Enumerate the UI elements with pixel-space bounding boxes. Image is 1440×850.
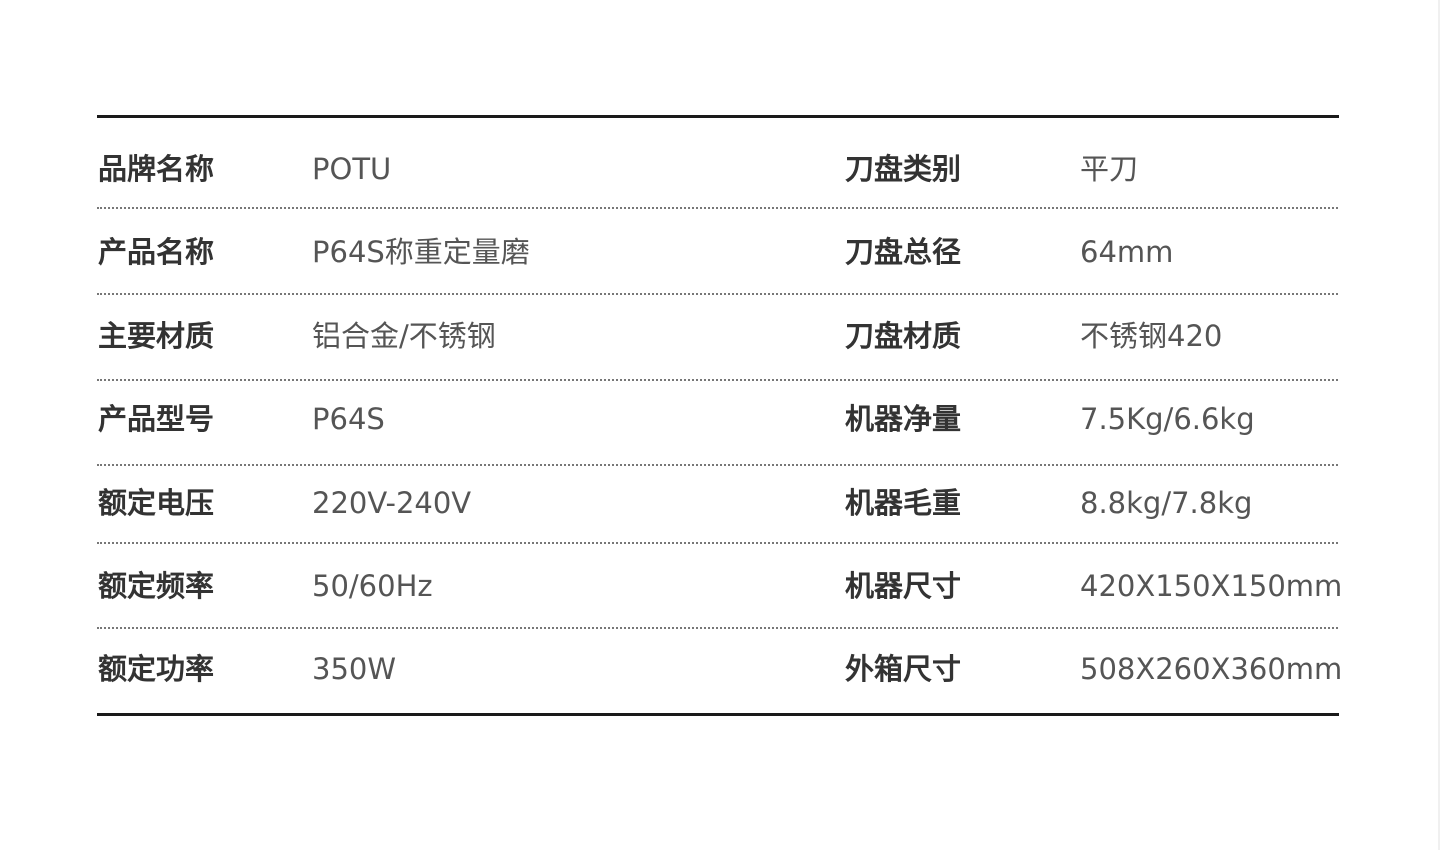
right-label: 刀盘材质: [845, 319, 962, 353]
table-top-rule: [97, 115, 1339, 118]
row-divider: [97, 542, 1338, 544]
left-value: 220V-240V: [312, 486, 472, 520]
row-divider: [97, 627, 1338, 629]
right-value: 420X150X150mm: [1080, 569, 1343, 603]
table-bottom-rule: [97, 713, 1339, 716]
right-label: 刀盘总径: [845, 235, 962, 269]
row-divider: [97, 207, 1338, 209]
left-label: 额定功率: [98, 652, 215, 686]
left-label: 额定电压: [98, 486, 215, 520]
right-label: 机器毛重: [845, 486, 962, 520]
left-label: 主要材质: [98, 319, 215, 353]
right-value: 8.8kg/7.8kg: [1080, 486, 1253, 520]
left-value: 350W: [312, 652, 397, 686]
left-value: POTU: [312, 152, 392, 186]
right-value: 508X260X360mm: [1080, 652, 1343, 686]
right-value: 不锈钢420: [1080, 319, 1223, 353]
left-label: 产品型号: [98, 402, 215, 436]
left-label: 产品名称: [98, 235, 215, 269]
left-label: 额定频率: [98, 569, 215, 603]
left-value: P64S: [312, 402, 385, 436]
right-value: 平刀: [1080, 152, 1139, 186]
right-label: 刀盘类别: [845, 152, 962, 186]
right-label: 外箱尺寸: [845, 652, 962, 686]
row-divider: [97, 293, 1338, 295]
left-value: P64S称重定量磨: [312, 235, 530, 269]
left-value: 铝合金/不锈钢: [312, 319, 496, 353]
right-value: 7.5Kg/6.6kg: [1080, 402, 1255, 436]
right-label: 机器净量: [845, 402, 962, 436]
row-divider: [97, 464, 1338, 466]
left-label: 品牌名称: [98, 152, 215, 186]
left-value: 50/60Hz: [312, 569, 433, 603]
page-border: [1438, 0, 1440, 850]
right-label: 机器尺寸: [845, 569, 962, 603]
row-divider: [97, 379, 1338, 381]
right-value: 64mm: [1080, 235, 1174, 269]
